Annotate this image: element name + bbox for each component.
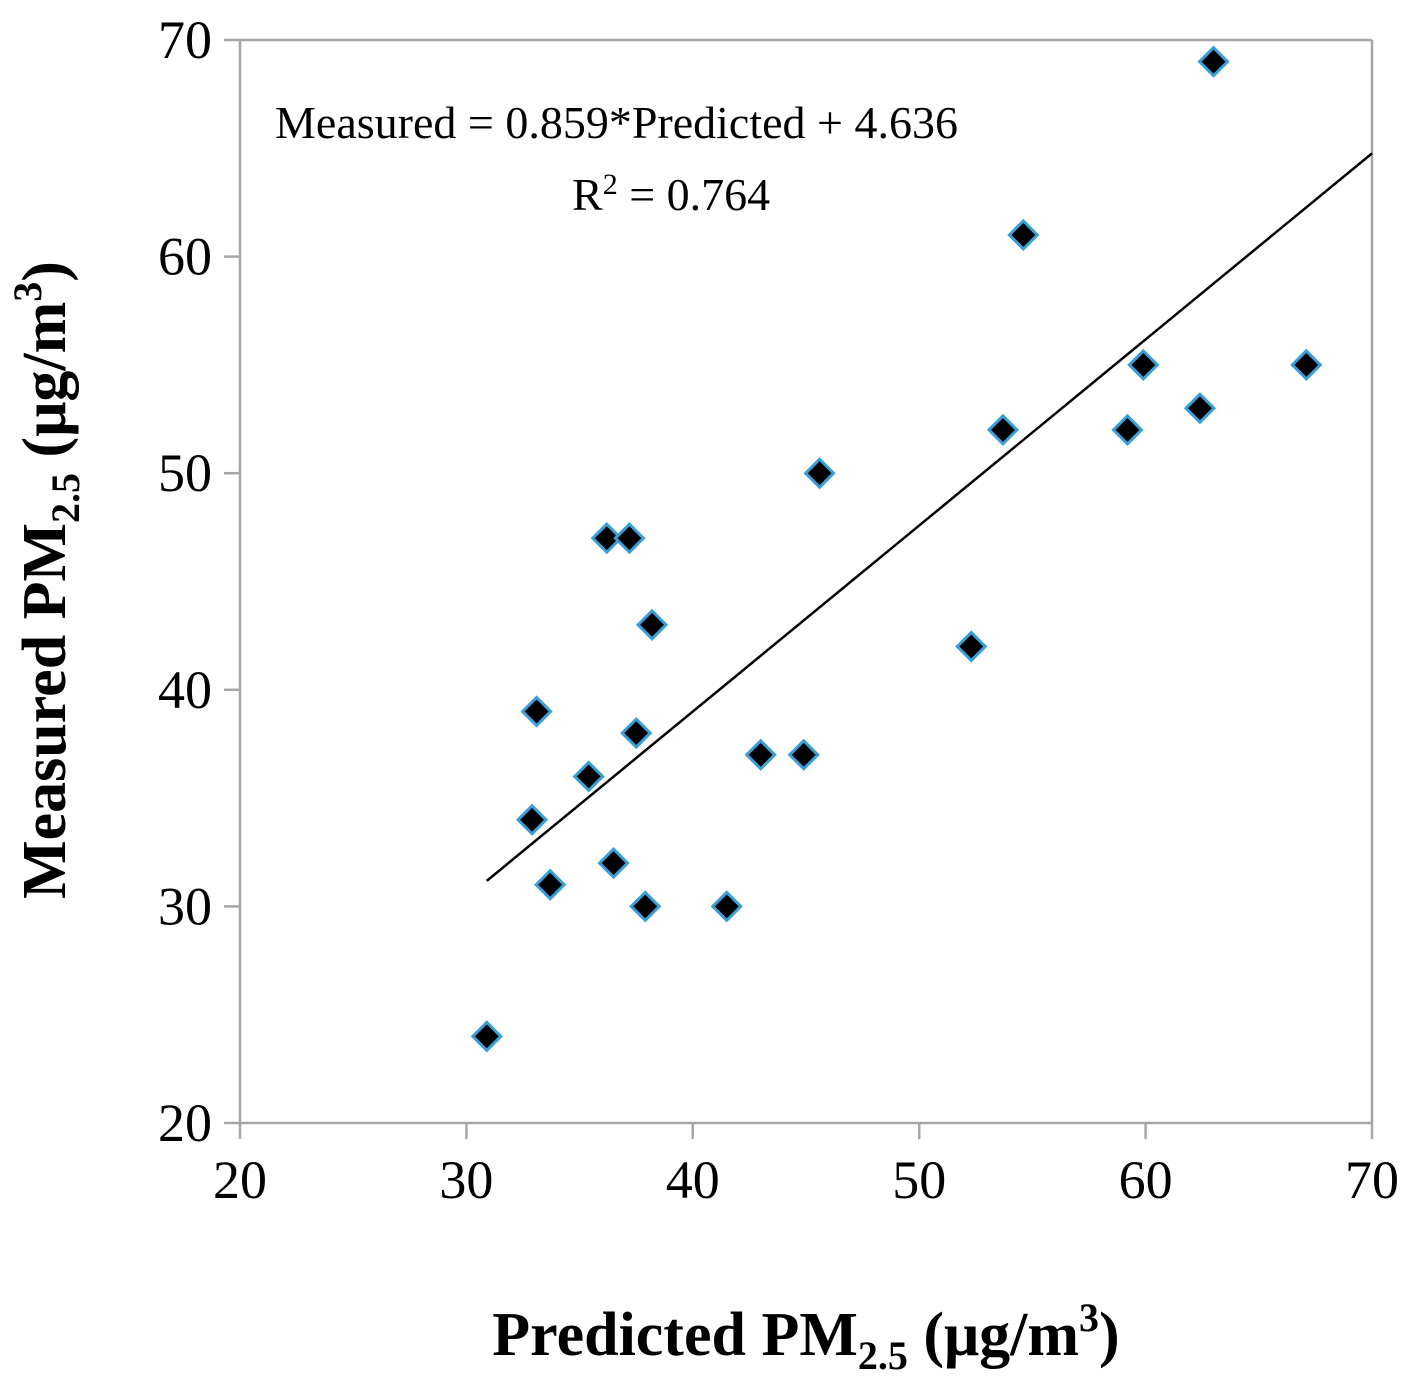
data-point [470, 1020, 503, 1053]
y-axis-title-unit-open: (μg/m [11, 302, 79, 473]
data-point [1111, 413, 1144, 447]
x-axis-title-unit-close: ) [1099, 1301, 1120, 1369]
trendline [485, 152, 1373, 882]
x-axis-title-unit-open: (μg/m [908, 1301, 1079, 1369]
data-point [955, 630, 988, 663]
data-points [470, 45, 1323, 1053]
y-axis-title-superscript: 3 [5, 282, 50, 302]
y-tick-label: 20 [158, 1093, 212, 1153]
data-point [572, 760, 605, 793]
x-axis-title-superscript: 3 [1079, 1295, 1099, 1340]
y-tick-label: 60 [158, 227, 212, 287]
data-point [590, 522, 623, 555]
r-squared-value: = 0.764 [618, 169, 770, 220]
equation-annotation: Measured = 0.859*Predicted + 4.636 [275, 97, 958, 148]
axes [224, 38, 1374, 1139]
y-axis-title-main: Measured PM [11, 523, 79, 899]
r-squared-annotation: R2 = 0.764 [572, 168, 770, 220]
y-tick-label: 70 [158, 10, 212, 70]
data-point [620, 716, 653, 750]
y-axis-title: Measured PM2.5 (μg/m3) [5, 261, 88, 899]
data-point [986, 413, 1020, 447]
r-squared-superscript: 2 [603, 168, 618, 201]
data-point [787, 738, 820, 771]
x-axis-title-subscript: 2.5 [858, 1333, 908, 1378]
trendline-group [485, 152, 1373, 882]
x-tick-label: 70 [1345, 1150, 1399, 1210]
x-tick-label: 20 [213, 1150, 267, 1210]
tick-labels: 20 30 40 50 60 70 20 30 40 50 60 70 [158, 10, 1399, 1210]
x-axis-title-main: Predicted PM [492, 1301, 858, 1369]
y-tick-label: 50 [158, 443, 212, 503]
x-tick-label: 60 [1119, 1150, 1173, 1210]
data-point [520, 695, 553, 728]
y-axis-title-unit-close: ) [11, 261, 79, 282]
data-point [710, 890, 743, 923]
data-point [1127, 348, 1160, 382]
data-point [515, 803, 549, 836]
data-point [629, 890, 662, 923]
x-axis-title: Predicted PM2.5 (μg/m3) [492, 1295, 1119, 1378]
data-point [803, 457, 836, 490]
data-point [1183, 392, 1217, 425]
data-point [1197, 45, 1230, 78]
data-point [1290, 348, 1323, 382]
y-axis-title-subscript: 2.5 [43, 473, 88, 523]
data-point [744, 738, 777, 771]
data-point [534, 868, 567, 901]
x-tick-label: 30 [439, 1150, 493, 1210]
y-tick-label: 40 [158, 660, 212, 720]
data-point [613, 522, 646, 555]
r-squared-letter: R [572, 169, 603, 220]
y-tick-label: 30 [158, 876, 212, 936]
data-point [635, 608, 669, 641]
x-tick-label: 50 [892, 1150, 946, 1210]
data-point [597, 846, 630, 880]
data-point [1007, 218, 1040, 252]
x-tick-label: 40 [666, 1150, 720, 1210]
